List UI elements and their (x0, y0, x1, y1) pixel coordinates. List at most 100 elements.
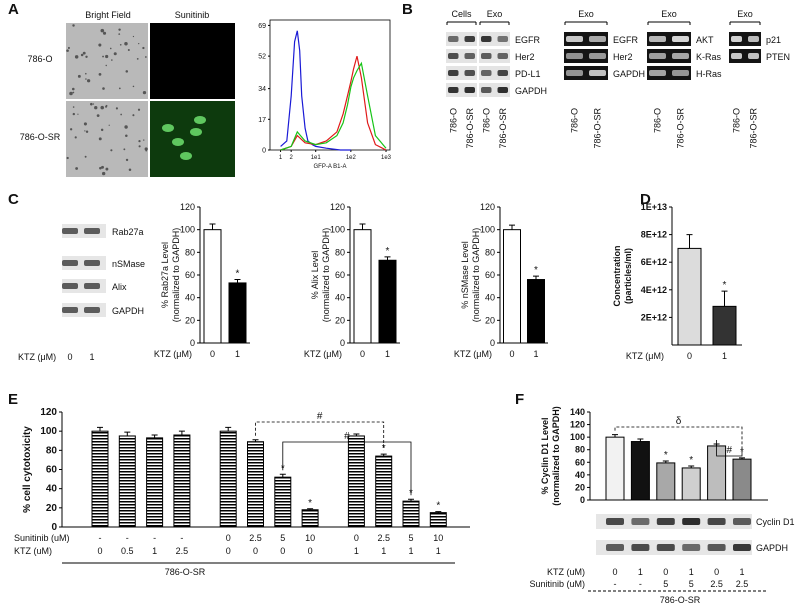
bar (173, 434, 191, 528)
y-tick-label: 0 (190, 338, 195, 348)
speck (125, 134, 128, 138)
bracket-label: # (317, 411, 323, 422)
blot-band (464, 87, 475, 93)
speck (137, 108, 141, 111)
speck (72, 24, 75, 27)
x-tick-label: 1 (279, 155, 283, 161)
blot-band (649, 70, 666, 76)
bar (732, 458, 752, 501)
speck (105, 64, 107, 67)
y-tick-label: 100 (180, 225, 195, 235)
bar (274, 476, 292, 528)
speck (143, 139, 145, 141)
blot-band (656, 544, 675, 551)
band-label: GAPDH (613, 69, 645, 79)
plot-frame (269, 19, 391, 151)
row-value: - (126, 533, 129, 543)
speck (102, 31, 107, 35)
panel-label: E (8, 391, 18, 408)
blot-band (748, 36, 759, 42)
bar (301, 509, 319, 528)
lane-label: 786-O (448, 108, 458, 133)
x-tick-label: 1 (533, 349, 538, 359)
row-label: KTZ (uM) (547, 567, 585, 577)
lane-label: 786-O (653, 108, 663, 133)
bright-field-image (66, 101, 148, 177)
x-tick-label: 1 (235, 349, 240, 359)
speck (124, 125, 128, 129)
histogram-line (280, 55, 387, 151)
band-label: GAPDH (112, 306, 144, 316)
comparison-bracket (255, 421, 385, 451)
speck (105, 105, 108, 108)
bar (375, 455, 393, 528)
y-axis-label: % nSMase Level (460, 241, 470, 309)
row-value: 1 (354, 546, 359, 556)
bar (378, 259, 397, 344)
y-tick-label: 60 (46, 465, 58, 476)
blot-strip (446, 32, 477, 46)
lane-label: 786-O (732, 108, 742, 133)
blot-band (707, 518, 726, 525)
speck (119, 43, 122, 46)
row-value: 2.5 (249, 533, 262, 543)
blot-band (497, 36, 508, 42)
row-value: 10 (433, 533, 443, 543)
error-bar (637, 438, 644, 442)
band-label: PTEN (766, 52, 790, 62)
bright-field-image (66, 23, 148, 99)
blot-strip (729, 32, 761, 46)
speck (113, 52, 117, 56)
speck (101, 165, 104, 169)
error-bar (739, 457, 745, 460)
blot-strip (479, 49, 510, 63)
speck (77, 74, 81, 78)
bar (91, 430, 109, 528)
y-tick-label: 60 (335, 270, 345, 280)
bar (656, 462, 676, 501)
y-axis-label: % Alix Level (310, 251, 320, 300)
x-axis-label: KTZ (μM) (454, 349, 492, 359)
speck (83, 122, 87, 126)
row-value: 5 (689, 579, 694, 589)
x-axis-label: KTZ (μM) (626, 351, 664, 361)
speck (111, 59, 113, 61)
comparison-bracket (614, 426, 743, 454)
error-bar (151, 434, 158, 438)
speck (132, 35, 135, 38)
speck (72, 112, 75, 116)
blot-band (566, 53, 583, 59)
panel-label: B (402, 1, 413, 18)
speck (138, 42, 140, 45)
blot-strip (647, 32, 691, 46)
blot-band (672, 70, 689, 76)
blot-band (62, 283, 78, 289)
row-label: KTZ (uM) (14, 546, 52, 556)
error-bar (178, 430, 185, 435)
lane-label: 786-O-SR (749, 108, 759, 149)
speck (84, 155, 87, 158)
row-value: 0.5 (121, 546, 134, 556)
blot-band (672, 36, 689, 42)
error-bar (225, 426, 232, 432)
y-tick-label: 0 (580, 495, 585, 505)
y-tick-label: 0 (262, 148, 266, 155)
row-value: 2.5 (710, 579, 723, 589)
row-value: 0 (280, 546, 285, 556)
blot-band (448, 70, 459, 76)
significance-mark: * (723, 280, 727, 291)
y-axis-label: % Cyclin D1 Level (540, 417, 550, 494)
error-bar (408, 498, 414, 502)
comparison-bracket (716, 440, 743, 457)
speck (127, 49, 130, 52)
speck (136, 57, 139, 60)
blot-band (589, 36, 606, 42)
speck (74, 136, 77, 139)
y-tick-label: 120 (480, 202, 495, 212)
blot-strip (446, 83, 477, 97)
blot-strip (564, 66, 608, 80)
row-label: Sunitinib (uM) (529, 579, 585, 589)
error-bar (721, 290, 728, 307)
blot-band (566, 36, 583, 42)
row-value: - (614, 579, 617, 589)
